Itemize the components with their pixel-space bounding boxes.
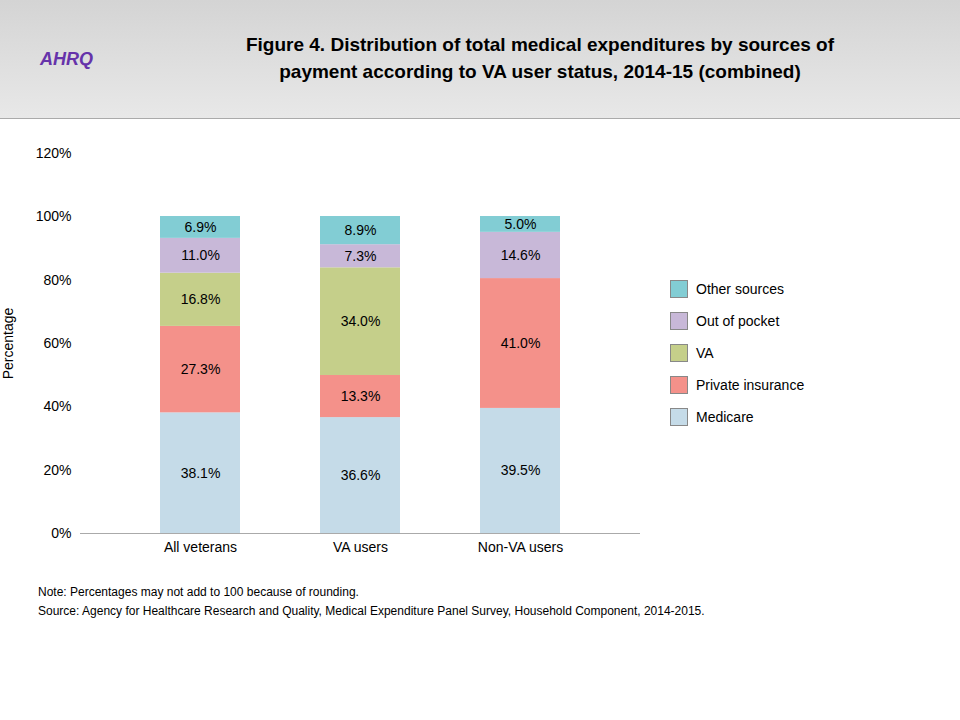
svg-text:100%: 100% (36, 208, 72, 224)
html-text:AHRQ: AHRQ (40, 48, 93, 69)
svg-text:8.9%: 8.9% (345, 222, 377, 238)
svg-text:41.0%: 41.0% (501, 335, 541, 351)
svg-text:40%: 40% (43, 398, 71, 414)
svg-text:Non-VA users: Non-VA users (478, 539, 563, 555)
html-text:Medicare: Medicare (696, 409, 754, 425)
svg-text:16.8%: 16.8% (181, 291, 221, 307)
svg-text:120%: 120% (36, 145, 72, 161)
svg-text:80%: 80% (43, 272, 71, 288)
html-text:Other sources: Other sources (696, 281, 784, 297)
svg-text:11.0%: 11.0% (181, 247, 220, 263)
svg-text:6.9%: 6.9% (185, 219, 217, 235)
svg-text:38.1%: 38.1% (181, 465, 221, 481)
html-text:payment according to VA user s: payment according to VA user status, 201… (279, 61, 801, 82)
html-text:Source: Agency for Healthcare: Source: Agency for Healthcare Research a… (38, 604, 705, 619)
svg-text:34.0%: 34.0% (341, 313, 381, 329)
svg-text:7.3%: 7.3% (345, 248, 377, 264)
html-text:Out of pocket: Out of pocket (696, 313, 780, 329)
html-text:Note: Percentages may not add: Note: Percentages may not add to 100 bec… (38, 585, 359, 599)
svg-text:13.3%: 13.3% (341, 388, 381, 404)
svg-text:Percentage: Percentage (0, 307, 16, 379)
svg-text:14.6%: 14.6% (501, 247, 541, 263)
svg-text:20%: 20% (43, 462, 71, 478)
svg-text:27.3%: 27.3% (181, 361, 221, 377)
svg-text:36.6%: 36.6% (341, 467, 381, 483)
svg-text:VA users: VA users (333, 539, 388, 555)
svg-text:39.5%: 39.5% (501, 462, 541, 478)
svg-text:5.0%: 5.0% (505, 216, 537, 232)
html-text:Figure 4. Distribution of tota: Figure 4. Distribution of total medical … (246, 34, 834, 56)
html-text:VA: VA (696, 345, 714, 361)
svg-text:0%: 0% (51, 525, 71, 541)
html-text:Private insurance: Private insurance (696, 377, 805, 393)
svg-text:60%: 60% (43, 335, 71, 351)
svg-text:All veterans: All veterans (164, 539, 237, 555)
